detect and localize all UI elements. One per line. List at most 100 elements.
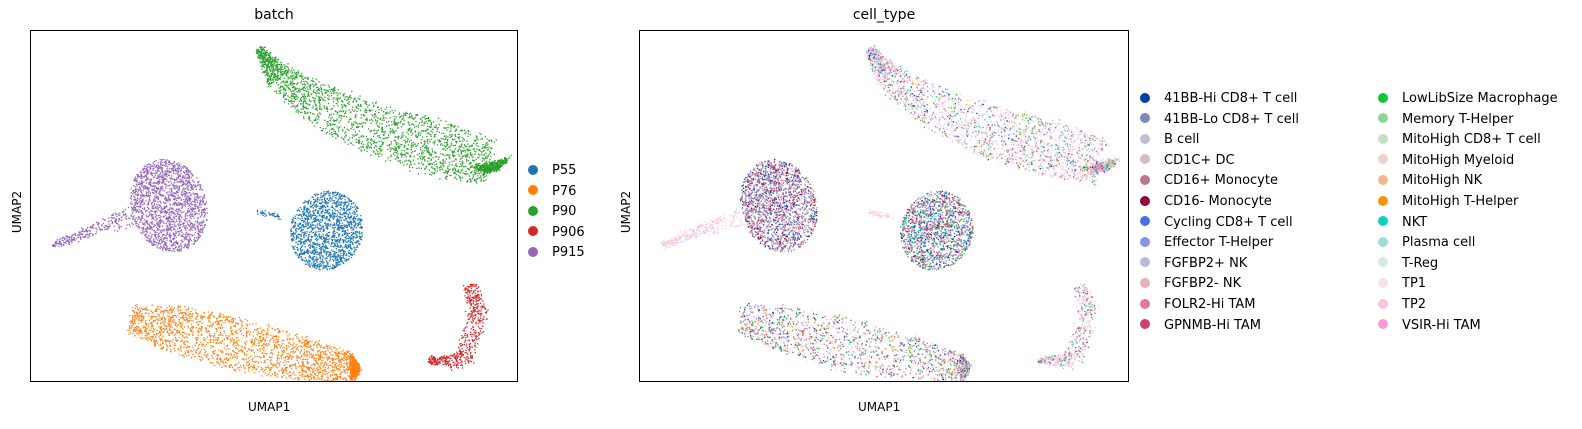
legend-label: Cycling CD8+ T cell — [1164, 214, 1293, 230]
legend-marker — [1378, 133, 1388, 144]
legend-item: MitoHigh CD8+ T cell — [1378, 131, 1541, 149]
legend-item: VSIR-Hi TAM — [1378, 317, 1481, 335]
legend-item: Memory T-Helper — [1378, 111, 1513, 129]
legend-label: MitoHigh CD8+ T cell — [1402, 132, 1541, 148]
legend-label: Effector T-Helper — [1164, 235, 1274, 251]
legend-label: GPNMB-Hi TAM — [1164, 317, 1262, 333]
legend-item: CD1C+ DC — [1140, 152, 1235, 170]
legend-marker — [528, 164, 538, 175]
legend-item: FOLR2-Hi TAM — [1140, 296, 1256, 314]
plot-frame — [639, 30, 1129, 382]
legend-item: MitoHigh T-Helper — [1378, 193, 1518, 211]
legend-cell-type: 41BB-Hi CD8+ T cell 41BB-Lo CD8+ T cell B … — [1140, 90, 1580, 342]
legend-marker — [1140, 113, 1150, 124]
legend-label: MitoHigh T-Helper — [1402, 194, 1519, 209]
legend-item: TP1 — [1378, 275, 1426, 293]
legend-marker — [1140, 174, 1150, 185]
legend-marker — [1378, 236, 1388, 247]
legend-item: Plasma cell — [1378, 234, 1475, 252]
legend-item: MitoHigh Myeloid — [1378, 152, 1514, 170]
legend-item: FGFBP2- NK — [1140, 275, 1241, 293]
legend-label: FGFBP2- NK — [1164, 276, 1242, 292]
legend-label: T-Reg — [1402, 255, 1439, 271]
legend-marker — [1140, 236, 1150, 247]
legend-marker — [528, 246, 538, 257]
legend-item: P55 — [528, 162, 576, 180]
y-axis-label-batch: UMAP2 — [10, 190, 25, 234]
legend-marker — [1140, 319, 1150, 330]
legend-item: P915 — [528, 244, 585, 262]
legend-item: CD16- Monocyte — [1140, 193, 1272, 211]
legend-marker — [1378, 174, 1388, 185]
legend-marker — [1140, 195, 1150, 206]
legend-label: Plasma cell — [1402, 235, 1476, 251]
legend-label: TP2 — [1402, 297, 1427, 312]
legend-label: P76 — [552, 183, 577, 199]
legend-label: FOLR2-Hi TAM — [1164, 297, 1256, 312]
scatter-plot-batch — [30, 30, 518, 382]
legend-item: 41BB-Lo CD8+ T cell — [1140, 111, 1299, 129]
legend-marker — [1378, 277, 1388, 288]
legend-label: P90 — [552, 204, 577, 219]
legend-item: 41BB-Hi CD8+ T cell — [1140, 90, 1297, 108]
legend-label: B cell — [1164, 132, 1200, 148]
legend-item: P90 — [528, 203, 576, 221]
data-points — [661, 45, 1121, 382]
legend-marker — [1378, 154, 1388, 165]
legend-label: TP1 — [1402, 276, 1427, 292]
data-points — [51, 46, 513, 382]
legend-marker — [1378, 257, 1388, 268]
y-axis-label-cell-type: UMAP2 — [619, 190, 634, 234]
plot-frame — [30, 30, 518, 382]
legend-label: CD16- Monocyte — [1164, 194, 1272, 209]
legend-label: CD16+ Monocyte — [1164, 173, 1278, 189]
legend-item: MitoHigh NK — [1378, 172, 1482, 190]
legend-item: T-Reg — [1378, 255, 1438, 273]
legend-marker — [528, 205, 538, 216]
legend-label: P915 — [552, 245, 585, 260]
chart-title-cell-type: cell_type — [852, 7, 916, 23]
legend-label: LowLibSize Macrophage — [1402, 91, 1558, 106]
legend-marker — [1140, 154, 1150, 165]
x-axis-label-cell-type: UMAP1 — [858, 400, 901, 414]
legend-label: P906 — [552, 224, 585, 240]
legend-marker — [1378, 92, 1388, 103]
legend-item: TP2 — [1378, 296, 1426, 314]
legend-item: Cycling CD8+ T cell — [1140, 214, 1293, 232]
legend-item: GPNMB-Hi TAM — [1140, 317, 1261, 335]
legend-label: 41BB-Hi CD8+ T cell — [1164, 91, 1298, 106]
legend-label: CD1C+ DC — [1164, 152, 1235, 168]
legend-marker — [1378, 298, 1388, 309]
legend-label: P55 — [552, 163, 577, 178]
legend-label: NKT — [1402, 214, 1428, 230]
legend-marker — [1140, 277, 1150, 288]
legend-marker — [1140, 92, 1150, 103]
legend-item: NKT — [1378, 214, 1427, 232]
legend-item: CD16+ Monocyte — [1140, 172, 1278, 190]
legend-marker — [1378, 216, 1388, 227]
scatter-plot-cell-type — [639, 30, 1129, 382]
legend-item: LowLibSize Macrophage — [1378, 90, 1558, 108]
legend-marker — [1140, 216, 1150, 227]
legend-marker — [1140, 257, 1150, 268]
x-axis-label-batch: UMAP1 — [248, 400, 291, 414]
legend-label: 41BB-Lo CD8+ T cell — [1164, 111, 1299, 127]
legend-label: Memory T-Helper — [1402, 111, 1514, 127]
legend-label: MitoHigh Myeloid — [1402, 152, 1515, 168]
legend-marker — [1140, 133, 1150, 144]
legend-marker — [528, 226, 538, 236]
legend-item: Effector T-Helper — [1140, 234, 1273, 252]
chart-title-batch: batch — [254, 7, 294, 23]
legend-marker — [1378, 113, 1388, 124]
legend-marker — [1378, 195, 1388, 206]
legend-item: B cell — [1140, 131, 1199, 149]
legend-marker — [528, 185, 538, 195]
legend-label: MitoHigh NK — [1402, 173, 1483, 189]
legend-marker — [1378, 319, 1388, 330]
legend-item: FGFBP2+ NK — [1140, 255, 1247, 273]
legend-batch: P55 P76 P90 P906 P915 — [528, 162, 598, 262]
legend-item: P76 — [528, 183, 576, 201]
legend-item: P906 — [528, 224, 585, 242]
legend-label: FGFBP2+ NK — [1164, 255, 1248, 271]
legend-label: VSIR-Hi TAM — [1402, 317, 1481, 333]
